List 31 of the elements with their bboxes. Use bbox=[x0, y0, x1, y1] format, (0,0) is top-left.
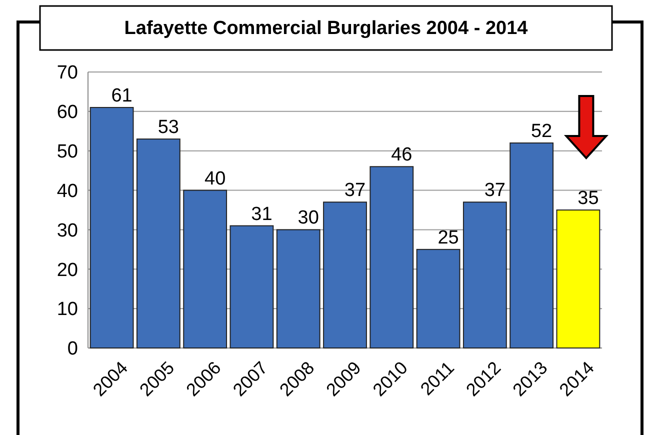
bar bbox=[183, 190, 228, 348]
bar bbox=[136, 138, 180, 348]
y-tick-label: 0 bbox=[67, 338, 78, 360]
bar bbox=[416, 248, 460, 348]
y-tick-label: 30 bbox=[56, 220, 78, 242]
y-tick-label: 20 bbox=[56, 260, 78, 281]
data-label: 37 bbox=[484, 180, 506, 202]
data-label: 40 bbox=[204, 168, 226, 190]
data-label: 35 bbox=[578, 188, 599, 209]
data-label: 46 bbox=[391, 144, 412, 166]
y-tick-label: 50 bbox=[56, 142, 78, 163]
data-label: 52 bbox=[531, 120, 552, 142]
data-label: 53 bbox=[158, 117, 179, 138]
y-tick-label: 70 bbox=[56, 62, 78, 84]
data-label: 37 bbox=[344, 180, 366, 202]
y-tick-label: 40 bbox=[56, 180, 78, 202]
bar bbox=[323, 202, 367, 348]
bar bbox=[370, 166, 414, 348]
data-label: 25 bbox=[438, 227, 459, 248]
bar bbox=[90, 106, 134, 348]
bar bbox=[230, 225, 274, 348]
bar bbox=[462, 202, 507, 348]
y-tick-label: 10 bbox=[56, 299, 78, 320]
bar bbox=[276, 229, 320, 348]
chart-title: Lafayette Commercial Burglaries 2004 - 2014 bbox=[124, 18, 528, 39]
y-tick-label: 60 bbox=[56, 102, 78, 124]
bar bbox=[510, 142, 554, 348]
data-label: 61 bbox=[111, 85, 132, 106]
data-label: 31 bbox=[251, 204, 272, 225]
bar bbox=[556, 210, 600, 348]
data-label: 30 bbox=[298, 208, 319, 229]
